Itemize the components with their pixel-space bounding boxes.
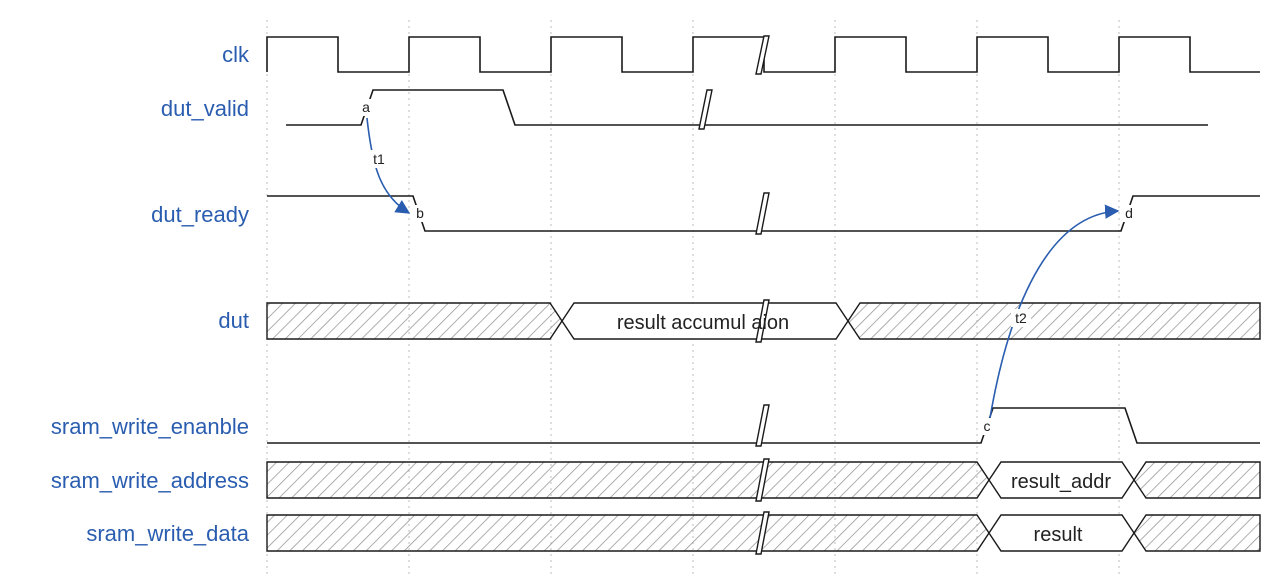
marker-d: d <box>1125 205 1133 221</box>
arrow-t2 <box>989 204 1120 419</box>
break-address <box>755 458 770 502</box>
label-dut-valid: dut_valid <box>161 96 249 121</box>
bus-dut: result accumul aion <box>266 299 1261 343</box>
break-dut-ready <box>755 192 770 235</box>
bus-address-invalid-2 <box>1133 461 1261 499</box>
wave-sram-write-enable <box>267 407 1260 444</box>
bus-data-invalid-2 <box>1133 514 1261 552</box>
bus-sram-write-address: result_addr <box>266 458 1261 502</box>
marker-t1-bg <box>369 150 389 168</box>
marker-t1: t1 <box>373 151 385 167</box>
bus-sram-write-data: result <box>266 511 1261 555</box>
marker-t2-bg <box>1011 309 1031 327</box>
label-sram-write-enable: sram_write_enanble <box>51 414 249 439</box>
marker-t2: t2 <box>1015 310 1027 326</box>
label-sram-write-data: sram_write_data <box>86 521 249 546</box>
marker-b: b <box>416 205 424 221</box>
break-sram-write-enable <box>755 404 770 447</box>
signal-labels: clk dut_valid dut_ready dut sram_write_e… <box>51 42 250 546</box>
bus-address-invalid-1 <box>266 461 990 499</box>
bus-dut-invalid-2 <box>847 302 1261 340</box>
wave-dut-valid <box>286 89 1208 126</box>
bus-dut-value: result accumul aion <box>617 312 789 334</box>
wave-dut-ready <box>267 195 1260 232</box>
bus-data-invalid-1 <box>266 514 990 552</box>
label-dut: dut <box>218 308 249 333</box>
bus-address-value: result_addr <box>1011 471 1111 493</box>
bus-data-value: result <box>1034 524 1083 546</box>
marker-c: c <box>984 418 991 434</box>
break-dut-valid <box>698 89 713 130</box>
marker-d-bg <box>1123 205 1135 222</box>
marker-a-bg <box>360 99 372 116</box>
break-data <box>755 511 770 555</box>
arrow-t1 <box>366 117 411 214</box>
break-clk <box>755 35 770 75</box>
marker-a: a <box>362 99 370 115</box>
break-dut <box>755 299 770 343</box>
marker-c-bg <box>981 418 993 435</box>
bus-dut-invalid-1 <box>266 302 563 340</box>
label-clk: clk <box>222 42 250 67</box>
marker-b-bg <box>414 205 426 222</box>
label-dut-ready: dut_ready <box>151 202 249 227</box>
label-sram-write-address: sram_write_address <box>51 468 249 493</box>
